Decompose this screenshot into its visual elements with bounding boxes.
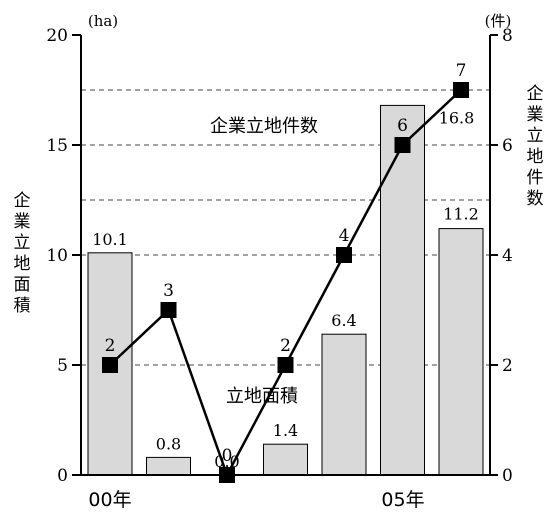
left-tick-label: 0 bbox=[57, 466, 68, 486]
bar bbox=[321, 333, 367, 476]
left-axis-unit: (ha) bbox=[88, 12, 118, 30]
line-marker bbox=[102, 357, 118, 373]
line-marker bbox=[394, 137, 411, 153]
line-value-label: 6 bbox=[397, 116, 408, 136]
line-value-label: 3 bbox=[163, 281, 174, 301]
right-tick-label: 6 bbox=[502, 136, 513, 156]
bar bbox=[146, 456, 191, 476]
right-tick-label: 8 bbox=[502, 26, 513, 46]
line-marker bbox=[219, 467, 235, 483]
line-value-label: 2 bbox=[280, 336, 291, 356]
right-tick-label: 0 bbox=[502, 466, 513, 486]
left-tick-label: 10 bbox=[46, 246, 68, 266]
line-value-label: 7 bbox=[456, 61, 467, 81]
line-value-label: 0 bbox=[222, 446, 233, 466]
line-series-label: 企業立地件数 bbox=[210, 116, 318, 137]
bar bbox=[438, 228, 484, 476]
bar bbox=[380, 104, 425, 476]
line-marker bbox=[160, 302, 177, 318]
line-series bbox=[102, 82, 469, 483]
line-value-label: 2 bbox=[105, 336, 116, 356]
bar-series-label: 立地面積 bbox=[226, 386, 298, 407]
line-value-labels: 2 3 0 2 4 6 7 bbox=[105, 61, 467, 466]
right-axis-unit: (件) bbox=[485, 12, 512, 30]
bar-value-label: 11.2 bbox=[443, 205, 479, 224]
left-tick-label: 5 bbox=[57, 356, 68, 376]
bar-value-labels: 10.10.80.01.46.416.811.2 bbox=[92, 108, 479, 471]
left-tick-label: 20 bbox=[46, 26, 68, 46]
bar-value-label: 1.4 bbox=[273, 421, 298, 440]
line-marker bbox=[336, 247, 352, 263]
bar-value-label: 0.8 bbox=[156, 434, 181, 453]
x-tick-label-00: 00年 bbox=[88, 489, 131, 511]
left-tick-label: 15 bbox=[46, 136, 68, 156]
x-tick-label-05: 05年 bbox=[381, 489, 424, 511]
right-tick-label: 4 bbox=[502, 246, 513, 266]
line-marker bbox=[277, 357, 294, 373]
line-value-label: 4 bbox=[339, 226, 350, 246]
left-axis-title: 企業立地面積 bbox=[14, 191, 31, 316]
bar bbox=[263, 443, 308, 476]
bars bbox=[87, 104, 484, 476]
right-tick-label: 2 bbox=[502, 356, 513, 376]
bar-value-label: 6.4 bbox=[331, 311, 356, 330]
right-axis-title: 企業立地件数 bbox=[527, 84, 544, 209]
line-marker bbox=[453, 82, 469, 98]
bar-value-label: 16.8 bbox=[439, 108, 475, 127]
bar-value-label: 10.1 bbox=[92, 230, 128, 249]
